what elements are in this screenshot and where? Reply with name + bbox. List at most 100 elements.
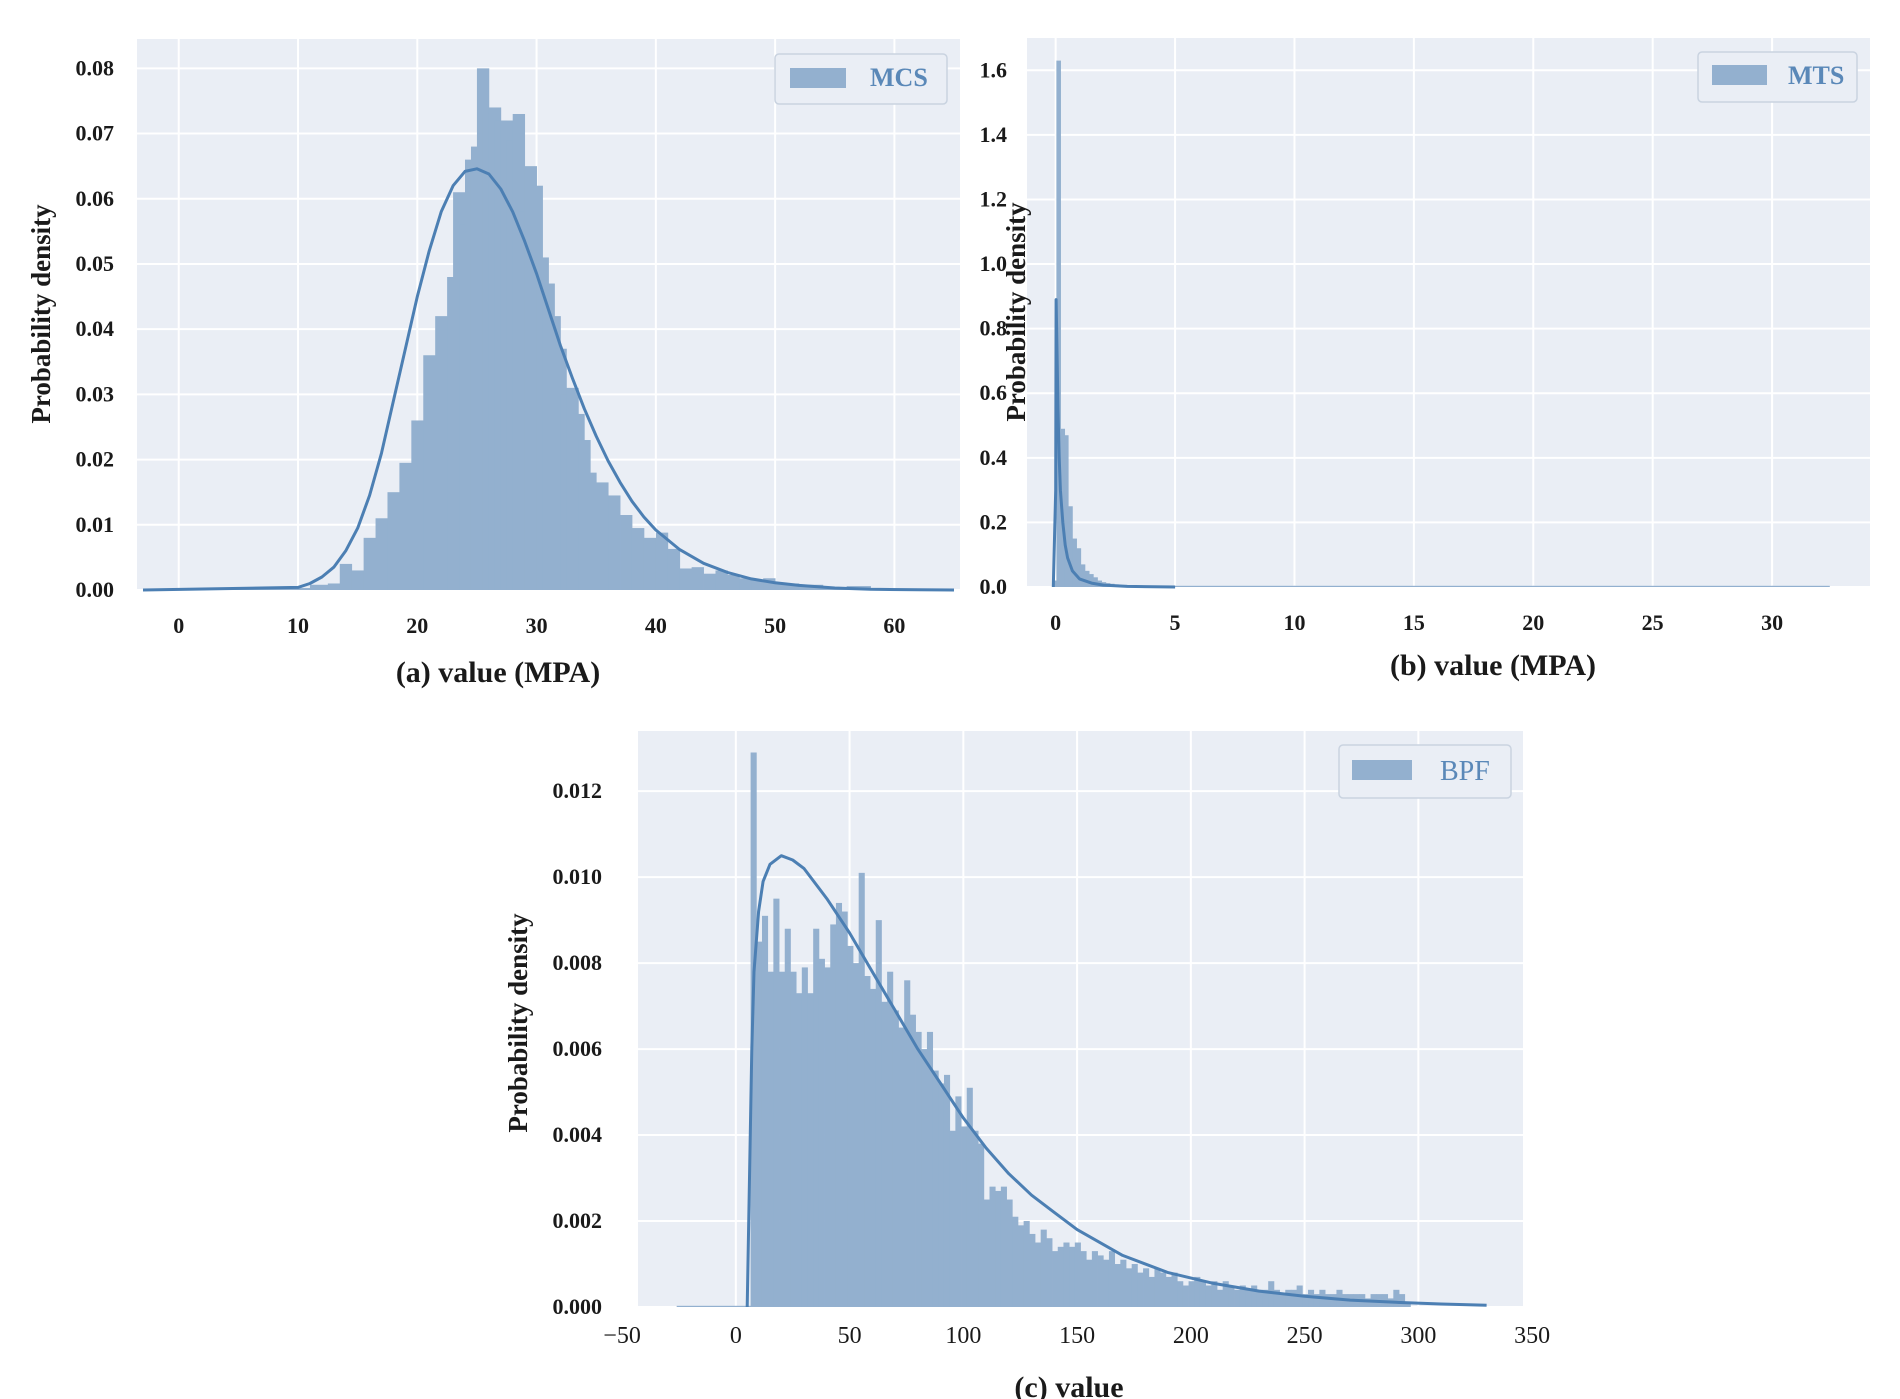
histogram-bar — [1194, 1276, 1201, 1307]
y-tick-label: 0.00 — [76, 577, 115, 602]
histogram-bar — [274, 588, 311, 590]
histogram-bar — [989, 1186, 996, 1307]
histogram-bar — [1393, 1289, 1400, 1307]
y-tick-label: 0.012 — [553, 778, 603, 803]
histogram-bar — [1217, 1289, 1224, 1307]
legend-label-mts: MTS — [1788, 61, 1844, 90]
histogram-bar — [1072, 538, 1077, 587]
histogram-bar — [1177, 1281, 1184, 1307]
histogram-bar — [1268, 1281, 1275, 1307]
histogram-bar — [1017, 1225, 1025, 1307]
histogram-bar — [1772, 585, 1830, 587]
histogram-bar — [1205, 1285, 1212, 1307]
y-axis-label-c: Probability density — [503, 913, 533, 1133]
histogram-bar — [399, 462, 412, 590]
histogram-bar — [904, 980, 911, 1307]
y-ticks-a: 0.00 0.01 0.02 0.03 0.04 0.05 0.06 0.07 0.08 — [76, 55, 115, 602]
x-tick-label: 30 — [1761, 610, 1783, 635]
y-tick-label: 0.010 — [553, 864, 603, 889]
histogram-bar — [926, 1031, 934, 1307]
x-tick-label: 0 — [1050, 610, 1061, 635]
x-tick-label: 25 — [1642, 610, 1664, 635]
histogram-bar — [679, 568, 693, 590]
histogram-bar — [1029, 1233, 1036, 1307]
histogram-bar — [1126, 1268, 1133, 1307]
histogram-bar — [1228, 1285, 1235, 1307]
histogram-bar — [1273, 1289, 1280, 1307]
histogram-bar — [1091, 1251, 1098, 1307]
histogram-bar — [1171, 1272, 1178, 1307]
histogram-bar — [1199, 1281, 1207, 1307]
histogram-bar — [1533, 585, 1773, 587]
histogram-bar — [703, 573, 716, 590]
x-tick-label: 5 — [1170, 610, 1181, 635]
histogram-bar — [1080, 564, 1086, 587]
y-tick-label: 0.06 — [76, 186, 115, 211]
x-ticks-b: 0 5 10 15 20 25 30 — [1050, 610, 1783, 635]
histogram-bar — [1279, 1294, 1286, 1307]
histogram-bar — [972, 1130, 979, 1307]
histogram-bar — [1325, 1294, 1332, 1307]
histogram-bar — [1000, 1186, 1007, 1307]
histogram-bar — [309, 584, 329, 590]
histogram-bar — [1399, 1294, 1406, 1307]
histogram-bar — [763, 578, 776, 590]
histogram-bar — [1040, 1229, 1047, 1307]
histogram-bar — [1294, 585, 1534, 587]
histogram-bar — [1175, 585, 1295, 587]
y-tick-label: 0.006 — [553, 1036, 603, 1061]
legend-swatch-c — [1352, 760, 1412, 780]
y-tick-label: 0.2 — [980, 509, 1008, 534]
histogram-bar — [1182, 1285, 1189, 1307]
histogram-bar — [1285, 1289, 1292, 1307]
x-ticks-c: −50 0 50 100 150 200 250 300 350 — [603, 1323, 1550, 1349]
histogram-bar — [773, 898, 780, 1307]
histogram-bar — [835, 902, 843, 1307]
legend-label-mcs: MCS — [870, 63, 928, 92]
histogram-bar — [1012, 1216, 1019, 1307]
kde-curve-a — [142, 167, 955, 592]
histogram-bar — [363, 537, 376, 590]
x-tick-label: 150 — [1059, 1323, 1095, 1349]
histogram-bar — [1245, 1289, 1252, 1307]
y-axis-label-b: Probability density — [1001, 202, 1031, 422]
histogram-bar — [1114, 1264, 1121, 1307]
y-tick-label: 0.008 — [553, 950, 603, 975]
histogram-bar — [1086, 1259, 1093, 1307]
histogram-bar — [807, 993, 814, 1307]
histogram-bar — [983, 1199, 990, 1307]
histogram-bar — [1302, 1294, 1309, 1307]
histogram-bar — [1064, 435, 1069, 587]
x-tick-label: 100 — [945, 1323, 981, 1349]
legend-swatch-b — [1712, 65, 1767, 85]
histogram-bar — [775, 583, 800, 590]
y-tick-label: 0.000 — [553, 1294, 603, 1319]
histogram-bar — [1154, 1268, 1161, 1307]
histogram-bar — [620, 515, 633, 590]
y-tick-label: 0.08 — [76, 55, 115, 80]
histogram-bar — [767, 971, 774, 1307]
histogram-bar — [423, 355, 436, 590]
x-tick-label: 0 — [173, 613, 184, 638]
histogram-bar — [1052, 1251, 1059, 1307]
histogram-bar — [898, 1027, 905, 1307]
histogram-bar — [1251, 1285, 1258, 1307]
x-tick-label: 20 — [406, 613, 428, 638]
plot-area-b — [1027, 38, 1870, 587]
histogram-bar — [864, 976, 871, 1307]
histogram-bar — [1084, 570, 1090, 587]
histogram-bar — [1108, 1251, 1116, 1307]
histogram-bar — [727, 575, 740, 590]
histogram-bar — [955, 1096, 962, 1307]
histogram-bar — [1262, 1289, 1269, 1307]
histogram-bar — [1103, 1259, 1110, 1307]
histogram-bar — [915, 1031, 922, 1307]
x-tick-label: 15 — [1403, 610, 1425, 635]
y-tick-label: 0.03 — [76, 381, 115, 406]
y-tick-label: 0.04 — [76, 316, 115, 341]
histogram-bar — [978, 1143, 985, 1307]
legend-label-bpf: BPF — [1440, 756, 1490, 787]
histogram-bar — [1137, 1272, 1144, 1307]
y-tick-label: 1.2 — [980, 186, 1008, 211]
x-tick-label: 250 — [1287, 1323, 1323, 1349]
